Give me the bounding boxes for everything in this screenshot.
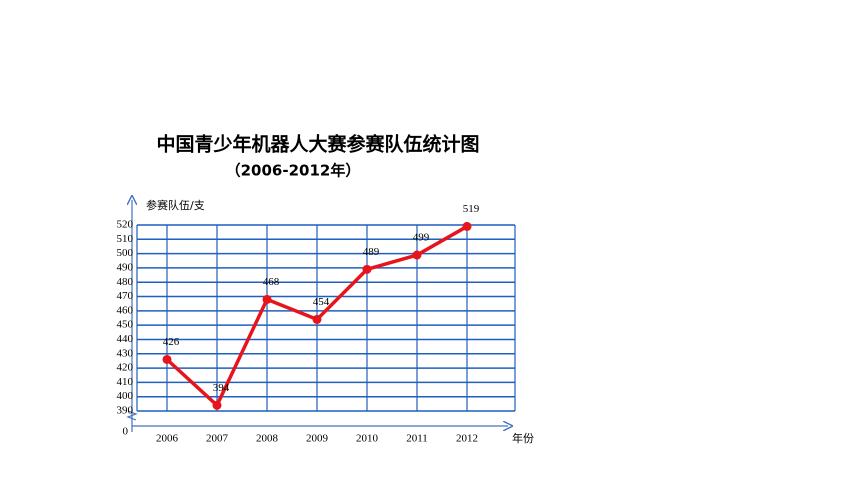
data-label: 519 — [463, 203, 480, 215]
y-tick-label: 390 — [117, 405, 134, 417]
data-label: 454 — [313, 296, 330, 308]
y-tick-label: 460 — [117, 304, 134, 316]
point — [362, 264, 372, 274]
point — [212, 400, 222, 410]
y-axis-label: 参赛队伍/支 — [146, 198, 205, 212]
x-tick-label: 2006 — [156, 433, 179, 445]
y-tick-label: 450 — [117, 319, 134, 331]
point — [162, 354, 172, 364]
y-tick-label: 420 — [117, 362, 134, 374]
axis-origin-label: 0 — [123, 426, 129, 438]
axis-break — [126, 410, 138, 421]
data-label: 468 — [263, 276, 280, 288]
point — [462, 221, 472, 231]
y-tick-label: 490 — [117, 261, 134, 273]
chart-subtitle: （2006-2012年） — [226, 162, 361, 180]
y-tick-label: 410 — [117, 376, 134, 388]
y-tick-label: 520 — [117, 219, 134, 231]
data-label: 499 — [413, 232, 430, 244]
y-tick-label: 480 — [117, 276, 134, 288]
data-label: 426 — [163, 336, 180, 348]
data-label: 489 — [363, 246, 380, 258]
x-tick-label: 2009 — [306, 433, 329, 445]
point — [262, 294, 272, 304]
point — [412, 250, 422, 260]
x-tick-label: 2012 — [456, 433, 478, 445]
y-tick-label: 510 — [117, 233, 134, 245]
y-tick-label: 400 — [117, 390, 134, 402]
x-tick-label: 2011 — [406, 433, 428, 445]
y-tick-label: 430 — [117, 347, 134, 359]
y-tick-label: 470 — [117, 290, 134, 302]
chart-title: 中国青少年机器人大赛参赛队伍统计图 — [156, 133, 479, 156]
y-tick-label: 500 — [117, 247, 134, 259]
x-tick-label: 2007 — [206, 433, 229, 445]
x-tick-label: 2008 — [256, 433, 279, 445]
data-label: 394 — [213, 382, 230, 394]
x-axis-label: 年份 — [512, 431, 534, 445]
x-tick-label: 2010 — [356, 433, 379, 445]
point — [312, 314, 322, 324]
y-tick-label: 440 — [117, 333, 134, 345]
